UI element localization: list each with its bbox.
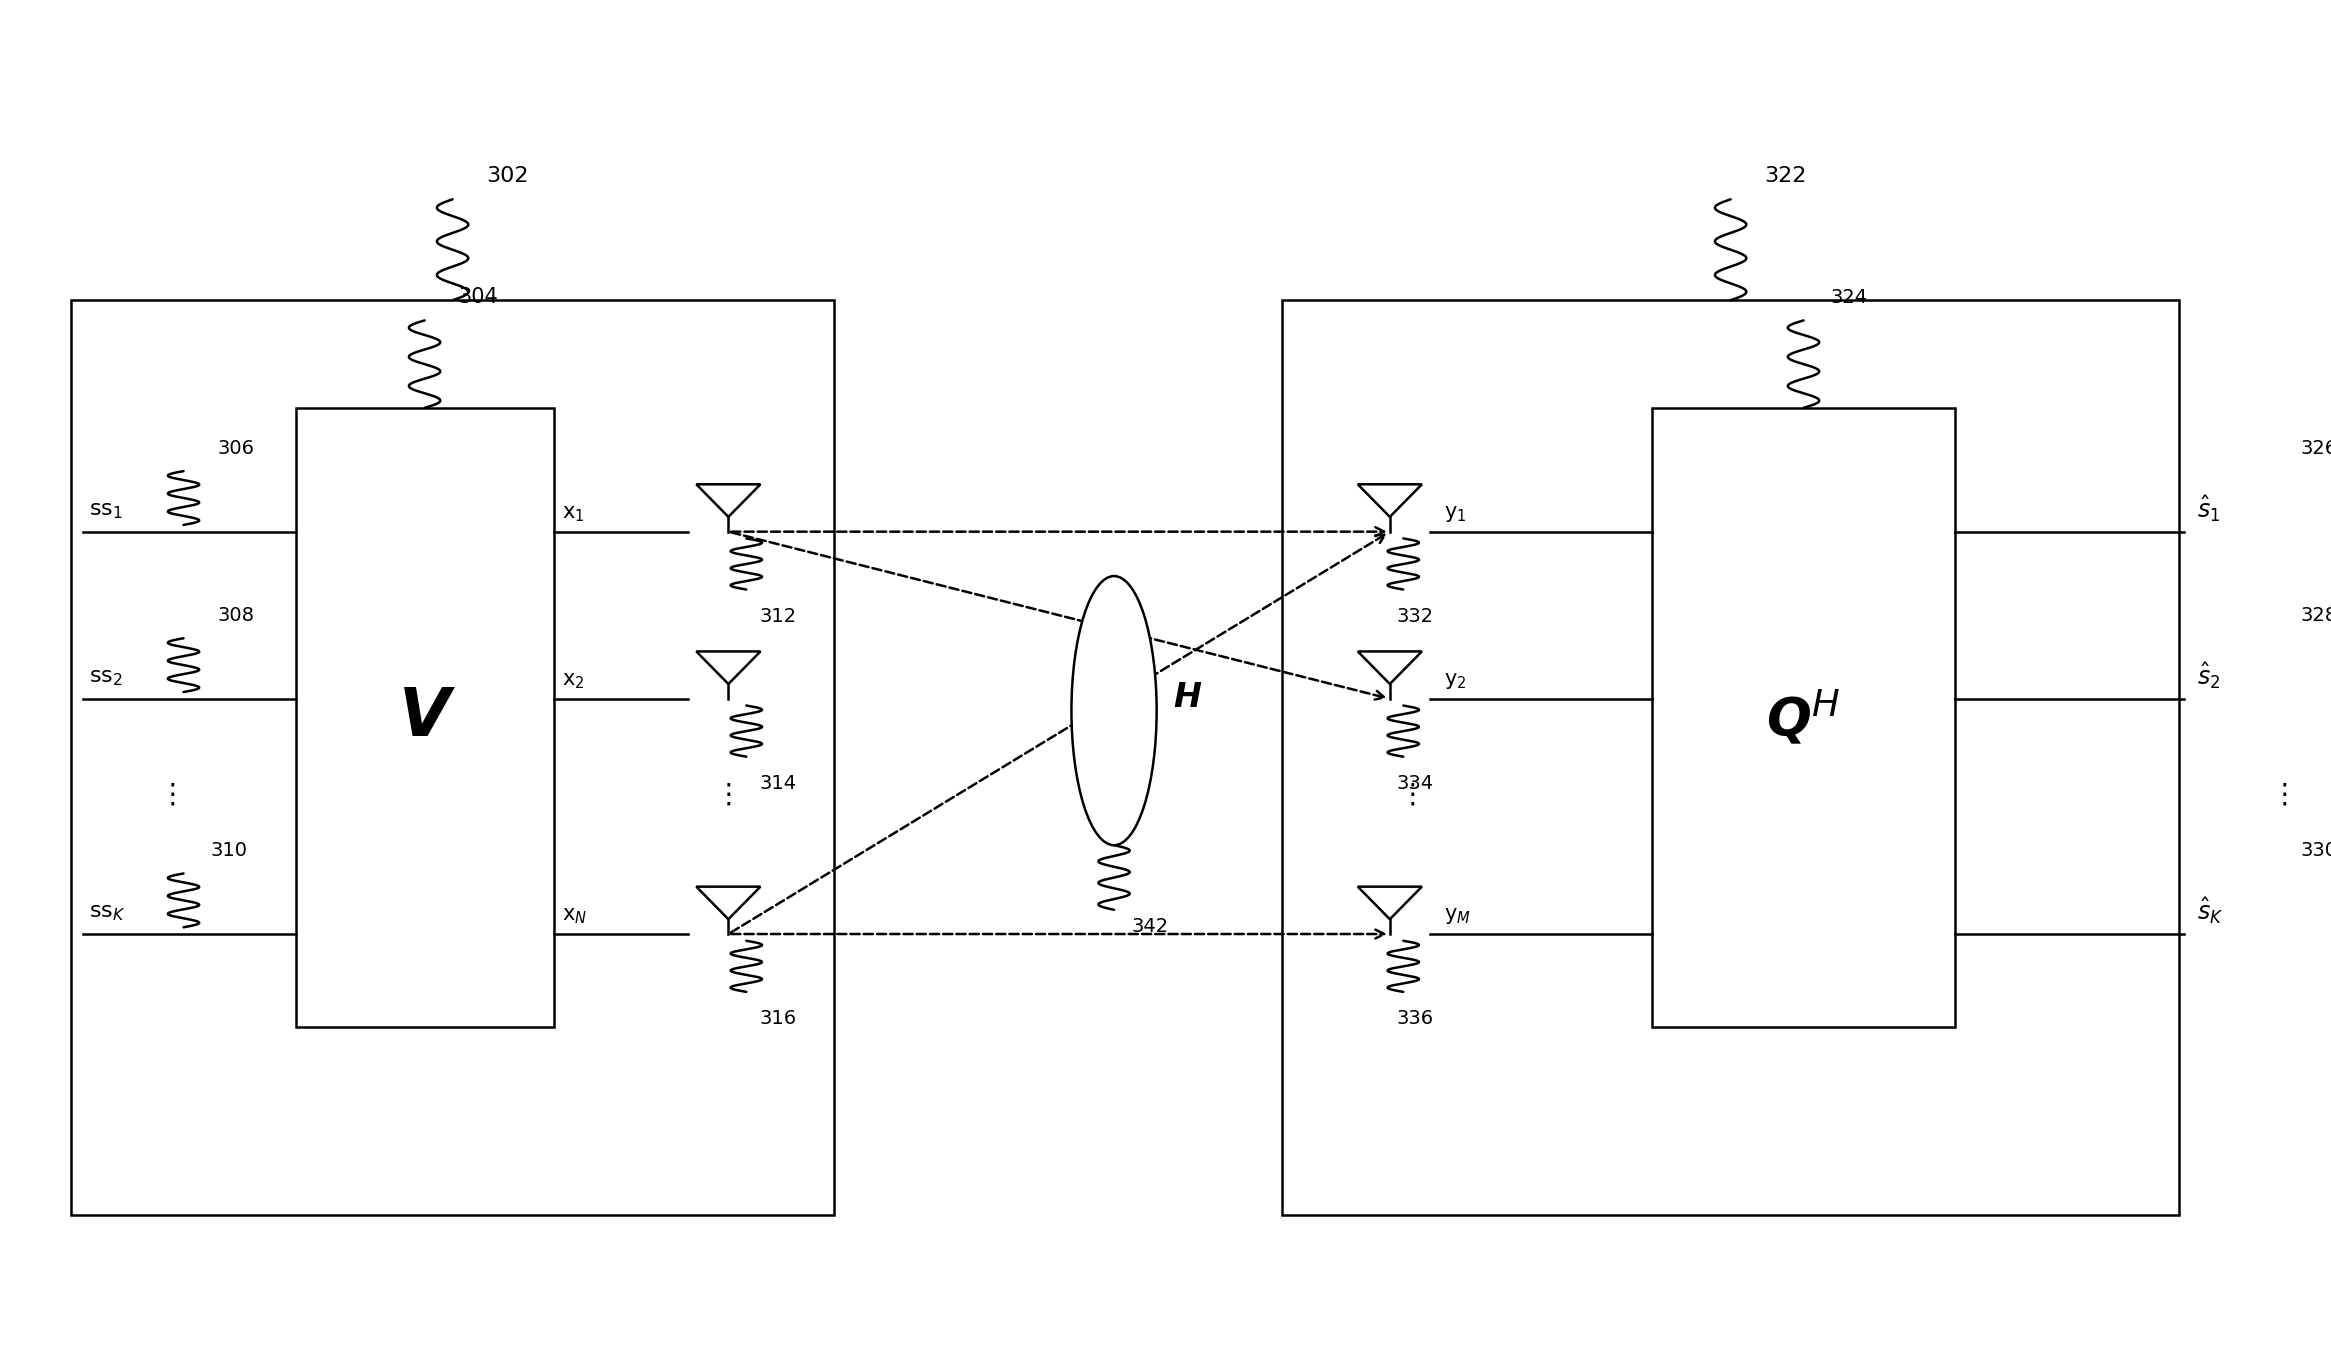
Bar — [72, 301, 834, 1216]
Text: 316: 316 — [760, 1009, 797, 1029]
Text: 326: 326 — [2301, 439, 2331, 458]
Text: ss$_K$: ss$_K$ — [89, 903, 126, 923]
Text: H: H — [1175, 681, 1200, 714]
Text: x$_1$: x$_1$ — [562, 504, 585, 524]
Text: $\hat{s}_K$: $\hat{s}_K$ — [2198, 895, 2224, 926]
Text: 308: 308 — [217, 605, 254, 624]
Text: 314: 314 — [760, 774, 797, 793]
Bar — [1653, 408, 1956, 1026]
Text: y$_1$: y$_1$ — [1443, 504, 1466, 524]
Bar — [1282, 301, 2179, 1216]
Text: ss$_1$: ss$_1$ — [89, 501, 124, 521]
Text: 304: 304 — [459, 287, 499, 307]
Text: 332: 332 — [1396, 607, 1434, 626]
Text: 312: 312 — [760, 607, 797, 626]
Text: $\hat{s}_2$: $\hat{s}_2$ — [2198, 659, 2221, 691]
Text: ⋮: ⋮ — [159, 781, 186, 808]
Text: ss$_2$: ss$_2$ — [89, 668, 124, 688]
Text: Q$^H$: Q$^H$ — [1767, 688, 1841, 747]
Text: 336: 336 — [1396, 1009, 1434, 1029]
Text: x$_N$: x$_N$ — [562, 906, 587, 926]
Text: ⋮: ⋮ — [2270, 781, 2298, 808]
Text: 330: 330 — [2301, 841, 2331, 860]
Ellipse shape — [1072, 575, 1156, 845]
Text: ⋮: ⋮ — [1399, 781, 1427, 808]
Bar — [296, 408, 552, 1026]
Text: 310: 310 — [210, 841, 247, 860]
Text: V: V — [399, 684, 450, 750]
Text: x$_2$: x$_2$ — [562, 670, 585, 691]
Text: 324: 324 — [1830, 288, 1867, 307]
Text: 302: 302 — [487, 165, 529, 185]
Text: 328: 328 — [2301, 605, 2331, 624]
Text: 334: 334 — [1396, 774, 1434, 793]
Text: 342: 342 — [1133, 917, 1170, 936]
Text: ⋮: ⋮ — [716, 781, 741, 808]
Text: y$_2$: y$_2$ — [1443, 670, 1466, 691]
Text: 322: 322 — [1765, 165, 1807, 185]
Text: 306: 306 — [217, 439, 254, 458]
Text: $\hat{s}_1$: $\hat{s}_1$ — [2198, 493, 2221, 524]
Text: y$_M$: y$_M$ — [1443, 906, 1471, 926]
